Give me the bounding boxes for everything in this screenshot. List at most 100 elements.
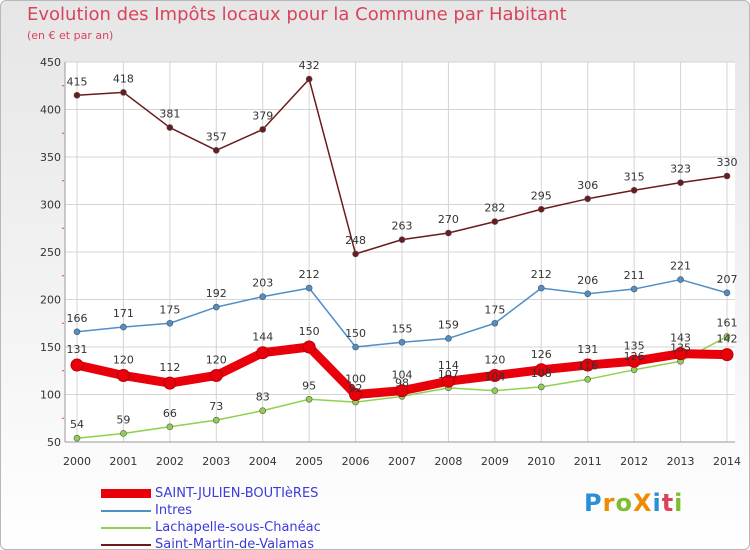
- data-label: 108: [531, 367, 552, 380]
- data-point: [398, 236, 406, 243]
- data-label: 212: [531, 268, 552, 281]
- data-point: [352, 343, 359, 351]
- data-point: [302, 340, 316, 354]
- x-tick-label: 2008: [434, 455, 462, 468]
- x-tick-label: 2002: [156, 455, 184, 468]
- data-label: 212: [299, 268, 320, 281]
- data-label: 83: [256, 391, 270, 404]
- x-tick-label: 2007: [388, 455, 416, 468]
- data-point: [723, 333, 731, 340]
- data-label: 295: [531, 189, 552, 202]
- data-label: 100: [345, 373, 366, 386]
- data-label: 203: [252, 277, 273, 290]
- data-label: 66: [163, 407, 177, 420]
- data-label: 270: [438, 213, 459, 226]
- data-label: 126: [624, 350, 645, 363]
- data-point: [212, 416, 220, 424]
- data-point: [259, 293, 267, 300]
- data-label: 207: [717, 273, 738, 286]
- data-label: 120: [484, 354, 505, 367]
- y-tick-label: 200: [40, 294, 61, 307]
- data-point: [491, 218, 499, 225]
- data-point: [677, 179, 684, 186]
- data-label: 107: [438, 368, 459, 381]
- data-point: [352, 250, 359, 258]
- data-point: [166, 319, 174, 327]
- x-tick-label: 2001: [109, 455, 137, 468]
- data-point: [445, 229, 452, 237]
- data-label: 104: [484, 371, 505, 384]
- data-label: 161: [717, 317, 738, 330]
- data-point: [630, 186, 638, 194]
- legend-swatch: [101, 510, 151, 512]
- data-label: 120: [113, 354, 134, 367]
- x-tick-label: 2012: [620, 455, 648, 468]
- x-tick-label: 2014: [713, 455, 741, 468]
- data-label: 248: [345, 234, 366, 247]
- data-label: 150: [345, 327, 366, 340]
- y-tick-label: 400: [40, 104, 61, 117]
- data-label: 415: [67, 75, 88, 88]
- data-label: 206: [577, 274, 598, 287]
- x-tick-label: 2013: [667, 455, 695, 468]
- data-point: [163, 376, 177, 390]
- data-point: [395, 384, 409, 398]
- data-label: 73: [209, 400, 223, 413]
- legend-label: Lachapelle-sous-Chanéac: [155, 520, 321, 535]
- data-point: [73, 328, 81, 336]
- data-point: [120, 430, 127, 437]
- data-label: 54: [70, 418, 84, 431]
- data-point: [305, 284, 313, 292]
- data-point: [627, 354, 641, 368]
- data-label: 379: [252, 109, 273, 122]
- data-label: 315: [624, 170, 645, 183]
- data-point: [723, 172, 731, 180]
- data-point: [491, 319, 499, 327]
- proxiti-logo: ProXiti: [584, 489, 684, 517]
- data-point: [584, 290, 592, 298]
- data-point: [166, 124, 174, 131]
- y-tick-label: 350: [40, 151, 61, 164]
- data-point: [305, 75, 313, 83]
- x-tick-label: 2010: [527, 455, 555, 468]
- data-label: 166: [67, 312, 88, 325]
- data-label: 104: [392, 369, 413, 382]
- data-point: [534, 363, 548, 377]
- data-point: [488, 369, 502, 382]
- y-tick-label: 250: [40, 246, 61, 259]
- data-label: 306: [577, 179, 598, 192]
- data-label: 323: [670, 163, 691, 176]
- data-label: 357: [206, 130, 227, 143]
- data-point: [441, 374, 455, 388]
- data-point: [584, 195, 592, 203]
- data-label: 135: [670, 341, 691, 354]
- data-label: 263: [392, 220, 413, 233]
- y-tick-label: 150: [40, 341, 61, 354]
- legend-swatch: [101, 527, 151, 529]
- data-label: 98: [395, 376, 409, 389]
- data-point: [120, 89, 127, 96]
- y-tick-label: 50: [47, 436, 61, 449]
- data-point: [398, 338, 406, 346]
- data-point: [537, 383, 545, 391]
- data-label: 131: [577, 343, 598, 356]
- data-label: 120: [206, 354, 227, 367]
- data-point: [349, 388, 363, 401]
- data-point: [584, 375, 592, 383]
- data-label: 330: [717, 156, 738, 169]
- data-label: 144: [252, 331, 273, 344]
- data-point: [259, 407, 267, 414]
- data-label: 143: [670, 332, 691, 345]
- legend-label: Saint-Martin-de-Valamas: [155, 537, 315, 550]
- data-label: 95: [302, 379, 316, 392]
- chart-subtitle: (en € et par an): [27, 29, 114, 42]
- data-point: [70, 358, 84, 372]
- data-label: 114: [438, 359, 459, 372]
- data-label: 155: [392, 322, 413, 335]
- data-point: [720, 348, 734, 362]
- data-point: [259, 126, 267, 133]
- data-label: 112: [159, 361, 180, 374]
- x-tick-label: 2003: [202, 455, 230, 468]
- x-tick-label: 2000: [63, 455, 91, 468]
- data-point: [209, 369, 223, 382]
